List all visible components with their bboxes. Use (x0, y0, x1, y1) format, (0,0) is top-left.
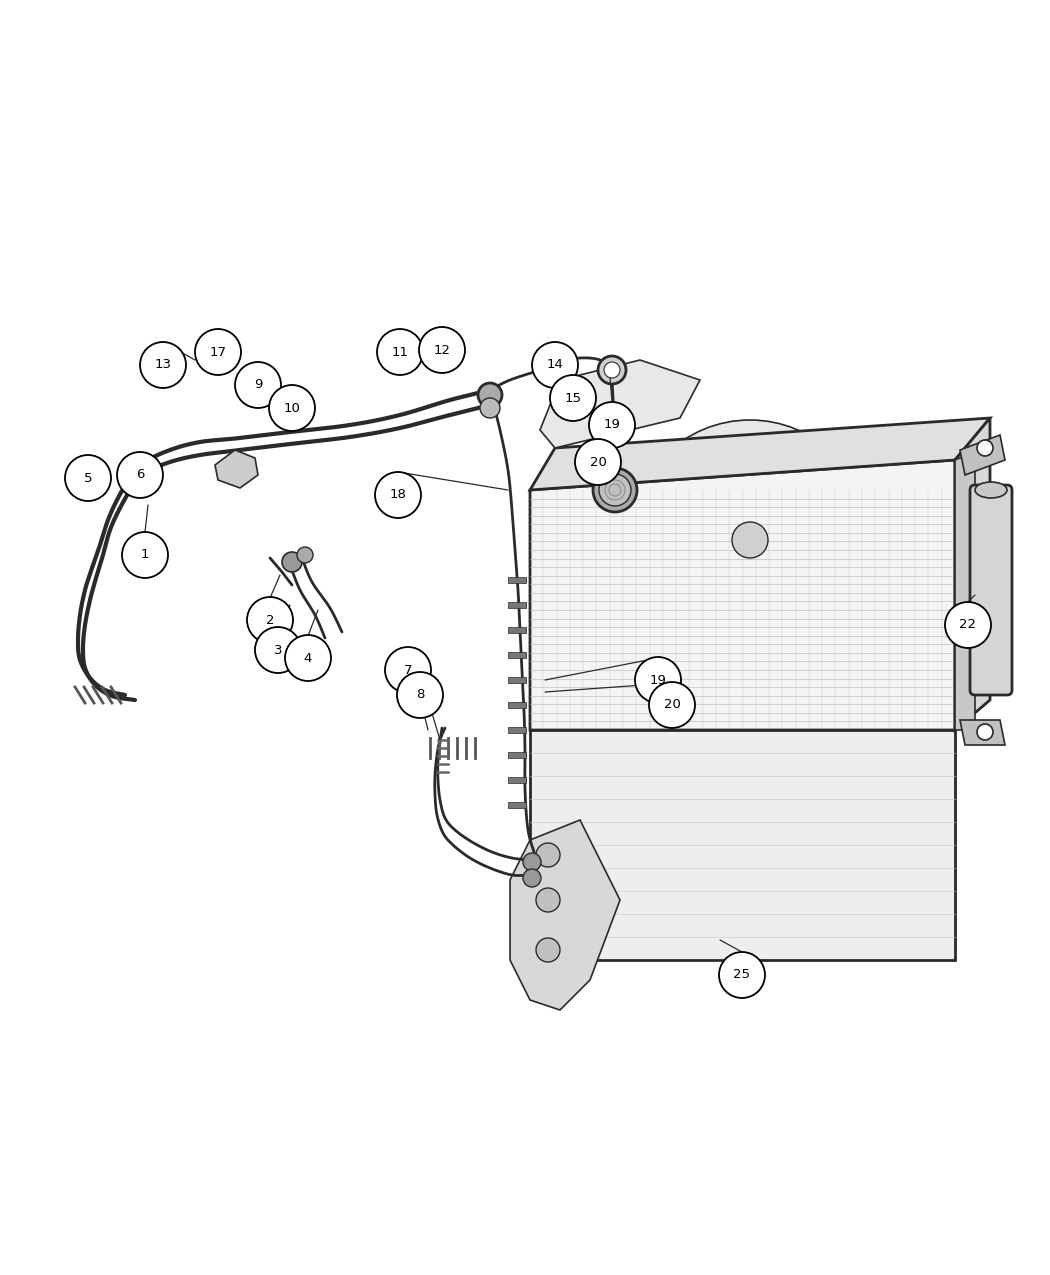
Text: 22: 22 (960, 618, 977, 631)
Text: 13: 13 (154, 358, 171, 371)
Polygon shape (530, 460, 956, 731)
Circle shape (140, 342, 186, 388)
Bar (508, 627, 526, 632)
Circle shape (593, 468, 637, 513)
Circle shape (976, 724, 993, 740)
Text: 4: 4 (303, 652, 312, 664)
Circle shape (976, 440, 993, 456)
Text: 12: 12 (434, 343, 450, 357)
Text: 2: 2 (266, 613, 274, 626)
Circle shape (575, 439, 621, 484)
Circle shape (604, 362, 620, 377)
Bar (508, 802, 526, 808)
Polygon shape (540, 360, 700, 448)
Polygon shape (956, 453, 975, 731)
Polygon shape (215, 450, 258, 488)
Text: 6: 6 (135, 468, 144, 482)
Text: 1: 1 (141, 548, 149, 561)
Circle shape (480, 398, 500, 418)
Text: 8: 8 (416, 688, 424, 701)
Bar (508, 652, 526, 658)
Circle shape (282, 552, 302, 572)
Text: 20: 20 (589, 455, 607, 468)
Text: 18: 18 (390, 488, 406, 501)
Circle shape (536, 887, 560, 912)
Polygon shape (530, 418, 990, 490)
Text: 17: 17 (210, 346, 227, 358)
Circle shape (195, 329, 242, 375)
Circle shape (550, 375, 596, 421)
Circle shape (122, 532, 168, 578)
Text: 20: 20 (664, 699, 680, 711)
Bar (508, 703, 526, 708)
Circle shape (598, 474, 631, 506)
Circle shape (285, 635, 331, 681)
Circle shape (945, 602, 991, 648)
Circle shape (649, 682, 695, 728)
Polygon shape (956, 418, 990, 731)
Circle shape (65, 455, 111, 501)
Text: 19: 19 (604, 418, 621, 431)
Circle shape (478, 382, 502, 407)
Circle shape (732, 521, 768, 558)
Circle shape (297, 547, 313, 564)
Circle shape (523, 870, 541, 887)
Circle shape (397, 672, 443, 718)
Circle shape (598, 356, 626, 384)
Circle shape (630, 419, 870, 660)
Text: 15: 15 (565, 391, 582, 404)
Circle shape (532, 342, 578, 388)
Text: 9: 9 (254, 379, 262, 391)
Polygon shape (960, 435, 1005, 476)
Circle shape (377, 329, 423, 375)
Circle shape (117, 453, 163, 499)
Text: 3: 3 (274, 644, 282, 657)
Polygon shape (510, 820, 620, 1010)
Circle shape (719, 952, 765, 998)
Circle shape (255, 627, 301, 673)
Circle shape (235, 362, 281, 408)
Text: 25: 25 (734, 969, 751, 982)
Bar (508, 727, 526, 733)
Circle shape (419, 326, 465, 374)
Circle shape (523, 853, 541, 871)
Circle shape (635, 657, 681, 703)
Circle shape (589, 402, 635, 448)
Text: 14: 14 (547, 358, 564, 371)
Circle shape (385, 646, 430, 694)
Polygon shape (530, 731, 956, 960)
Bar (508, 602, 526, 608)
FancyBboxPatch shape (970, 484, 1012, 695)
Circle shape (375, 472, 421, 518)
Bar (508, 677, 526, 683)
Bar (508, 752, 526, 759)
Circle shape (536, 938, 560, 963)
Text: 7: 7 (404, 663, 413, 677)
Circle shape (247, 597, 293, 643)
Text: 5: 5 (84, 472, 92, 484)
Ellipse shape (975, 482, 1007, 499)
Text: 11: 11 (392, 346, 408, 358)
Polygon shape (960, 720, 1005, 745)
Circle shape (269, 385, 315, 431)
Circle shape (536, 843, 560, 867)
Bar (508, 578, 526, 583)
Bar (508, 776, 526, 783)
Text: 10: 10 (284, 402, 300, 414)
Text: 19: 19 (650, 673, 667, 686)
